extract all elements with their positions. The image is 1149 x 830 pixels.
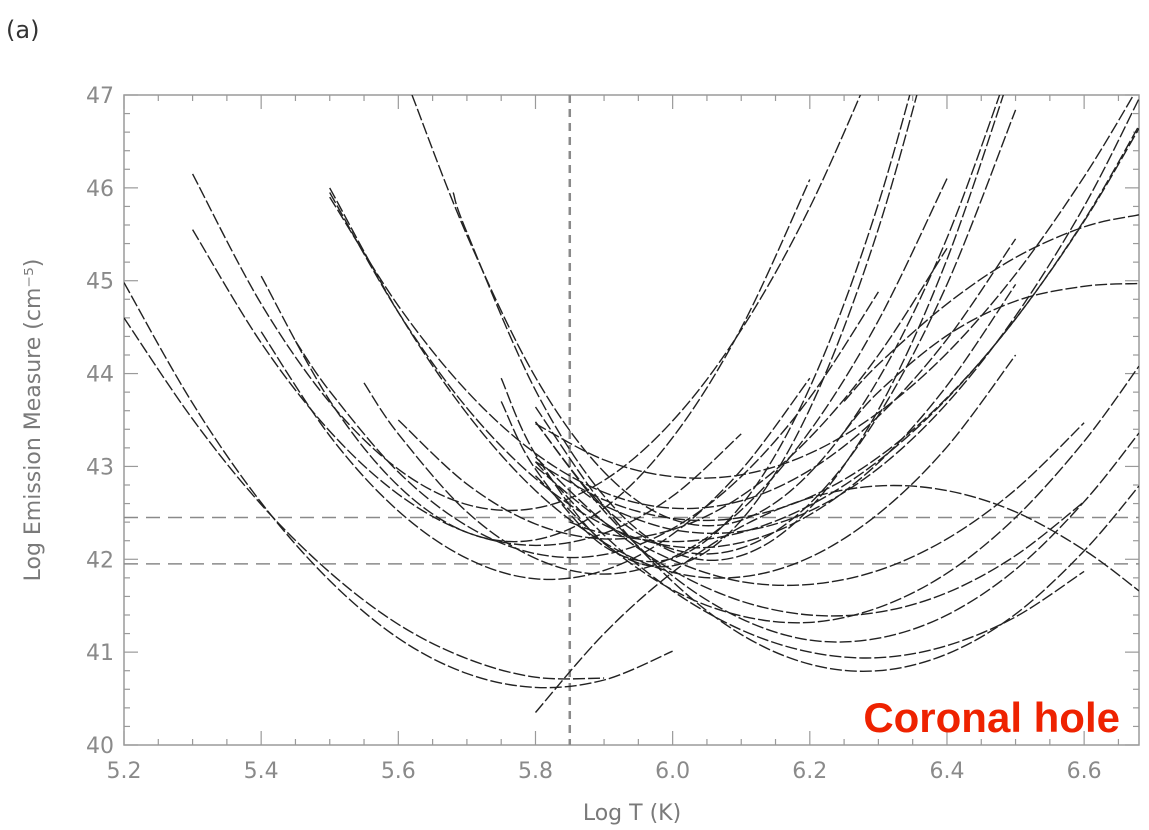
em-loci-curve bbox=[535, 365, 1139, 624]
em-loci-curve bbox=[363, 178, 948, 575]
em-loci-curve bbox=[294, 291, 879, 559]
em-loci-curve bbox=[192, 229, 742, 547]
em-loci-curve bbox=[191, 95, 862, 512]
coronal-hole-annotation: Coronal hole bbox=[863, 694, 1120, 741]
x-tick-label: 5.2 bbox=[107, 759, 142, 784]
em-loci-curve bbox=[329, 187, 1017, 579]
y-tick-label: 40 bbox=[86, 734, 114, 759]
x-tick-label: 6.2 bbox=[792, 759, 827, 784]
em-loci-curve bbox=[534, 109, 1017, 555]
em-loci-curve bbox=[124, 282, 673, 689]
y-tick-label: 43 bbox=[86, 455, 114, 480]
em-loci-curve bbox=[843, 214, 1139, 402]
em-loci-curve bbox=[843, 282, 1139, 433]
y-tick-label: 44 bbox=[86, 363, 114, 388]
y-tick-label: 46 bbox=[86, 177, 114, 202]
x-tick-label: 6.4 bbox=[929, 759, 964, 784]
x-tick-label: 5.4 bbox=[244, 759, 279, 784]
y-tick-label: 45 bbox=[86, 270, 114, 295]
y-tick-label: 42 bbox=[86, 548, 114, 573]
em-loci-curve bbox=[260, 331, 811, 581]
em-loci-curve bbox=[534, 406, 1139, 672]
em-loci-curve bbox=[452, 95, 1005, 561]
em-loci-curve bbox=[329, 192, 1017, 549]
em-loci-curve bbox=[260, 179, 811, 543]
em-loci-curve bbox=[569, 98, 1139, 535]
em-loci-curve bbox=[500, 95, 911, 563]
y-tick-labels: 40 41 42 43 44 45 46 47 bbox=[86, 84, 114, 759]
em-loci-curve bbox=[535, 456, 1085, 617]
y-tick-label: 47 bbox=[86, 84, 114, 109]
em-loci-curve bbox=[534, 421, 1139, 643]
em-loci-curve bbox=[534, 484, 1139, 713]
em-loci-curve bbox=[534, 461, 1085, 659]
x-tick-label: 6.0 bbox=[655, 759, 690, 784]
curves bbox=[124, 95, 1139, 713]
x-tick-label: 5.6 bbox=[381, 759, 416, 784]
em-loci-curve bbox=[329, 196, 1017, 510]
em-loci-curve bbox=[411, 95, 1001, 527]
plot-frame bbox=[123, 94, 1140, 746]
em-loci-curve bbox=[535, 422, 1085, 587]
em-loci-curve bbox=[124, 317, 605, 680]
axis-ticks bbox=[123, 94, 1139, 746]
em-loci-curve bbox=[569, 128, 1139, 543]
x-tick-label: 6.6 bbox=[1067, 759, 1102, 784]
x-tick-labels: 5.2 5.4 5.6 5.8 6.0 6.2 6.4 6.6 bbox=[107, 759, 1102, 784]
panel-label: (a) bbox=[6, 16, 39, 44]
reference-lines bbox=[124, 95, 1139, 745]
em-loci-curve bbox=[535, 95, 1135, 479]
x-tick-label: 5.8 bbox=[518, 759, 553, 784]
y-tick-label: 41 bbox=[86, 641, 114, 666]
em-loci-curve bbox=[397, 247, 948, 540]
x-axis-title: Log T (K) bbox=[583, 801, 681, 826]
y-axis-title: Log Emission Measure (cm⁻⁵) bbox=[21, 259, 46, 582]
